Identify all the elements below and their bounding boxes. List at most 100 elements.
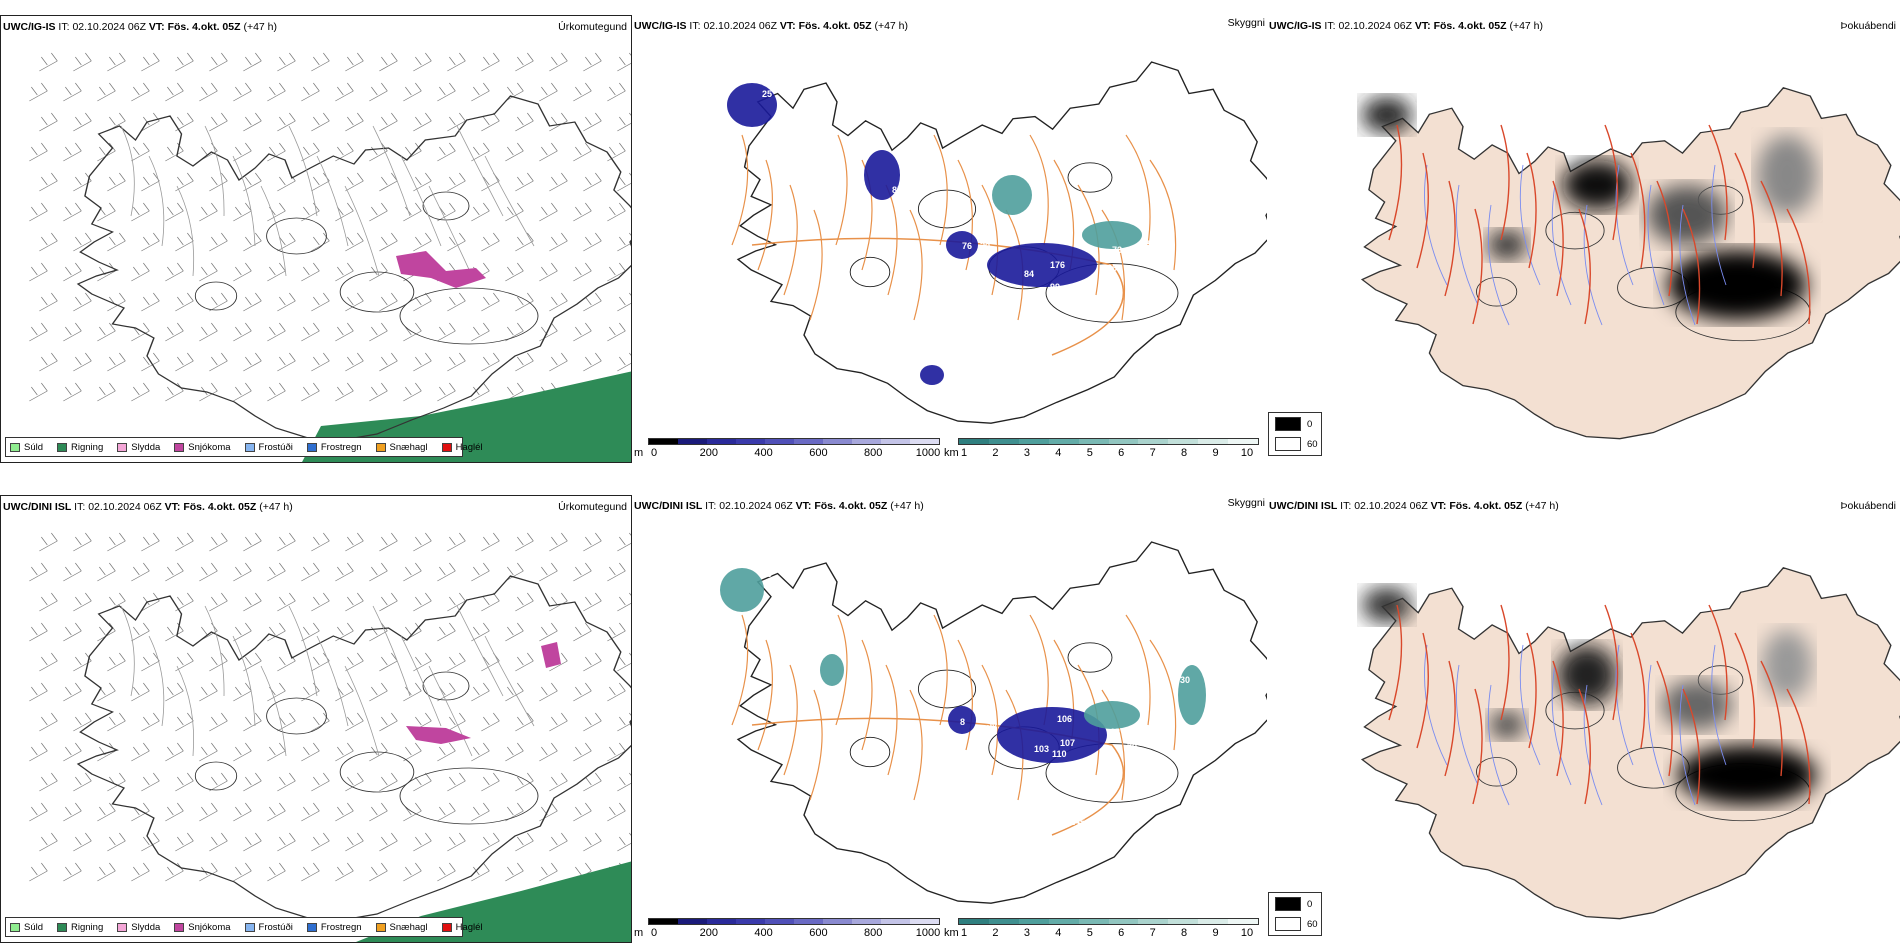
precip-legend-item: Frostúði bbox=[244, 922, 293, 933]
visibility-label: 84 bbox=[1024, 269, 1034, 279]
cloud-area bbox=[1178, 665, 1206, 725]
visibility-label: 112 bbox=[1017, 217, 1032, 227]
fog-area bbox=[1757, 135, 1817, 215]
colorbar-unit: km bbox=[944, 447, 959, 459]
cloud-area bbox=[987, 243, 1097, 287]
roads bbox=[1388, 124, 1811, 325]
visibility-label: 99 bbox=[1050, 282, 1060, 292]
visibility-label: 30 bbox=[1180, 675, 1190, 685]
cloud-height-colorbar: m 0 200 400 600 800 1000 bbox=[634, 438, 940, 462]
visibility-label: 107 bbox=[1060, 738, 1075, 748]
colorbar-swatches bbox=[648, 438, 940, 445]
colorbar-tick: 600 bbox=[809, 447, 828, 459]
legend-swatch bbox=[174, 442, 185, 452]
colorbar-tick: 5 bbox=[1086, 447, 1093, 459]
legend-label: 0 bbox=[1307, 898, 1313, 910]
fog-index-legend: 0 60 bbox=[1268, 892, 1322, 936]
panel-title: Úrkomutegund bbox=[558, 501, 627, 513]
cloud-height-colorbar: m 0 200 400 600 800 1000 bbox=[634, 918, 940, 942]
visibility-label: 66 bbox=[1107, 263, 1117, 273]
precip-type-legend: Súld Rigning Slydda Snjókoma Frostúði Frostre… bbox=[5, 437, 483, 457]
legend-swatch bbox=[174, 922, 185, 932]
cloud-area bbox=[946, 231, 978, 259]
cloud-map-canvas: 25 77 65 104 9 85 15 112 58 76 176 73 150 84 99 66 96 79 7… bbox=[727, 61, 1267, 424]
legend-label: Snæhagl bbox=[389, 921, 428, 933]
cloud-area bbox=[727, 83, 777, 127]
visibility-label: 57 bbox=[794, 599, 804, 609]
fog-area bbox=[1647, 185, 1727, 245]
fog-area bbox=[1487, 230, 1527, 260]
precip-legend-item: Snjókoma bbox=[174, 442, 231, 453]
legend-label: Frostregn bbox=[320, 441, 362, 453]
visibility-label: 29 bbox=[762, 569, 772, 579]
visibility-label: 77 bbox=[792, 87, 802, 97]
colorbar-tick: 0 bbox=[650, 927, 658, 939]
snow-area bbox=[541, 642, 561, 668]
legend-swatch bbox=[306, 442, 317, 452]
cloud-area bbox=[992, 175, 1032, 215]
legend-swatch bbox=[1275, 417, 1301, 431]
fog-legend-item: 0 bbox=[1275, 417, 1312, 431]
precip-legend-item: Frostregn bbox=[306, 441, 362, 453]
legend-label: 0 bbox=[1307, 418, 1313, 430]
legend-swatch bbox=[1275, 437, 1301, 451]
colorbar-tick: 1000 bbox=[915, 447, 941, 459]
colorbar-tick: 10 bbox=[1240, 447, 1254, 459]
precip-legend-item: Slydda bbox=[117, 442, 160, 453]
colorbar-tick: 4 bbox=[1055, 927, 1062, 939]
visibility-label: 65 bbox=[812, 117, 822, 127]
visibility-label: 91 bbox=[812, 569, 822, 579]
visibility-label: 176 bbox=[1050, 260, 1065, 270]
visibility-label: 9 bbox=[907, 175, 912, 185]
fog-area bbox=[1562, 160, 1632, 210]
legend-swatch bbox=[375, 922, 386, 932]
fog-area bbox=[1362, 587, 1412, 623]
colorbar-unit: km bbox=[944, 927, 959, 939]
cloud-area bbox=[997, 707, 1107, 763]
legend-swatch bbox=[441, 442, 452, 452]
colorbar-tick: 800 bbox=[864, 927, 883, 939]
colorbar-tick: 7 bbox=[1149, 447, 1156, 459]
colorbar-tick: 4 bbox=[1055, 447, 1062, 459]
roads bbox=[1388, 604, 1811, 805]
legend-label: Rigning bbox=[71, 441, 104, 453]
legend-swatch bbox=[10, 922, 20, 932]
iceland-outline bbox=[76, 95, 631, 441]
visibility-label: 70 bbox=[937, 389, 947, 399]
visibility-label: 79 bbox=[1127, 742, 1137, 752]
visibility-label: 145 bbox=[1070, 817, 1085, 827]
fog-index-legend: 0 60 bbox=[1268, 412, 1322, 456]
colorbar-unit: m bbox=[634, 927, 644, 939]
cloud-area bbox=[720, 568, 764, 612]
visibility-label: 110 bbox=[1052, 749, 1067, 759]
fog-map-canvas bbox=[1360, 567, 1900, 920]
fog-legend-item: 60 bbox=[1275, 437, 1318, 451]
fog-area bbox=[1362, 97, 1412, 133]
snow-area bbox=[396, 251, 486, 288]
iceland-outline bbox=[1360, 87, 1900, 440]
panel-header: UWC/DINI ISL IT: 02.10.2024 06Z VT: Fös.… bbox=[1269, 500, 1559, 512]
colorbar-swatches bbox=[958, 438, 1259, 445]
fog-area bbox=[1662, 680, 1732, 730]
visibility-label: 68 bbox=[1110, 727, 1120, 737]
precip-type-map-row2: UWC/DINI ISL IT: 02.10.2024 06Z VT: Fös.… bbox=[0, 495, 632, 943]
visibility-label: 30 bbox=[987, 719, 997, 729]
fog-legend-item: 0 bbox=[1275, 897, 1312, 911]
colorbar-tick: 1 bbox=[960, 447, 968, 459]
legend-label: 60 bbox=[1307, 438, 1318, 450]
legend-swatch bbox=[1275, 917, 1301, 931]
legend-swatch bbox=[375, 442, 386, 452]
cloud-area bbox=[1084, 701, 1140, 729]
panel-header: UWC/IG-IS IT: 02.10.2024 06Z VT: Fös. 4.… bbox=[634, 20, 909, 32]
panel-title: Skyggni bbox=[1227, 17, 1265, 29]
panel-header: UWC/IG-IS IT: 02.10.2024 06Z VT: Fös. 4.… bbox=[3, 21, 278, 33]
colorbar-tick: 3 bbox=[1023, 927, 1030, 939]
legend-label: Haglél bbox=[455, 441, 483, 453]
precip-legend-item: Rigning bbox=[57, 922, 103, 933]
legend-label: Súld bbox=[24, 441, 44, 453]
cloud-area bbox=[820, 654, 844, 686]
colorbar-tick: 400 bbox=[754, 927, 773, 939]
cloud-area bbox=[864, 150, 900, 200]
precip-map-canvas bbox=[29, 532, 631, 942]
legend-label: Snæhagl bbox=[389, 441, 428, 453]
